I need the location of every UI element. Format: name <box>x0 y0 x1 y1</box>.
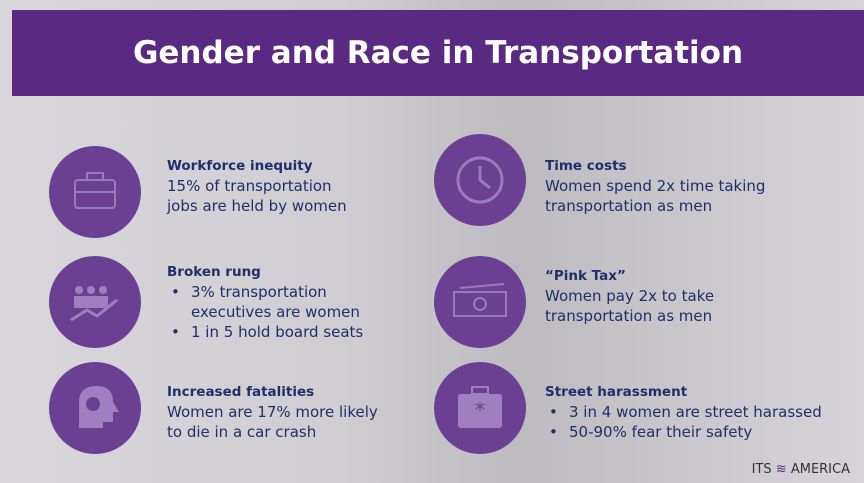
bullet-text: 3 in 4 women are street harassed <box>569 402 822 422</box>
logo-text: ITS <box>752 462 772 477</box>
icon-medkit: * <box>434 362 526 454</box>
icon-money <box>434 256 526 348</box>
slide: Gender and Race in Transportation * Work… <box>0 0 864 483</box>
item-heading: Broken rung <box>167 262 363 282</box>
item-heading: “Pink Tax” <box>545 266 714 286</box>
logo: ITS ≋ AMERICA <box>752 462 850 477</box>
svg-text:*: * <box>475 398 485 422</box>
item-heading: Increased fatalities <box>167 382 378 402</box>
item-text: Women spend 2x time taking <box>545 176 765 196</box>
bullet: 50-90% fear their safety <box>545 422 822 442</box>
bullet: 3 in 4 women are street harassed <box>545 402 822 422</box>
title: Gender and Race in Transportation <box>12 10 864 96</box>
icon-people-growth <box>49 256 141 348</box>
icon-briefcase <box>49 146 141 238</box>
bullet: 1 in 5 hold board seats <box>167 322 363 342</box>
logo-text: AMERICA <box>791 462 850 477</box>
logo-flag: ≋ <box>776 462 787 477</box>
item: Street harassment3 in 4 women are street… <box>545 382 822 442</box>
item-text: 15% of transportation <box>167 176 347 196</box>
bullet-text: 3% transportation <box>191 282 363 302</box>
icon-head <box>49 362 141 454</box>
item-text: transportation as men <box>545 306 714 326</box>
item-text: to die in a car crash <box>167 422 378 442</box>
item-heading: Street harassment <box>545 382 822 402</box>
item-text: Women are 17% more likely <box>167 402 378 422</box>
bullet-text: 50-90% fear their safety <box>569 422 822 442</box>
item-text: jobs are held by women <box>167 196 347 216</box>
item-text: transportation as men <box>545 196 765 216</box>
icon-clock <box>434 134 526 226</box>
bullet-text: 1 in 5 hold board seats <box>191 322 363 342</box>
item-heading: Workforce inequity <box>167 156 347 176</box>
item-heading: Time costs <box>545 156 765 176</box>
bullet-text: executives are women <box>191 302 363 322</box>
item-text: Women pay 2x to take <box>545 286 714 306</box>
